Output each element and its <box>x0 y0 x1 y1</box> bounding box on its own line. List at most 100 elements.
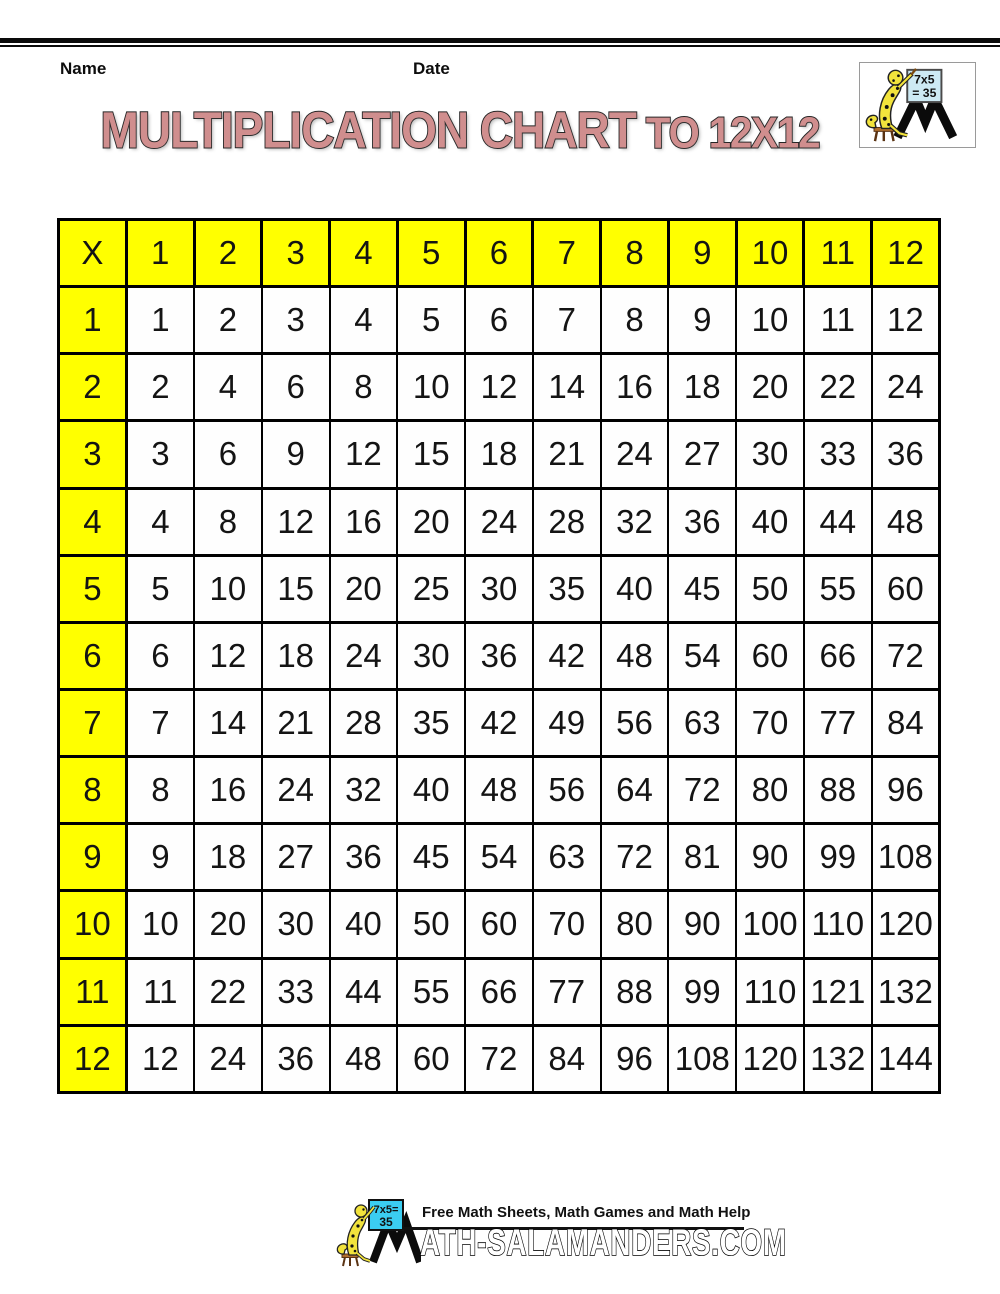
table-cell: 110 <box>802 889 873 960</box>
table-cell: 132 <box>802 1023 873 1095</box>
table-cell: 99 <box>667 956 738 1027</box>
table-row-header: 5 <box>57 553 128 624</box>
table-cell: 36 <box>328 822 399 893</box>
table-col-header: 12 <box>870 217 941 289</box>
table-cell: 6 <box>193 419 263 490</box>
top-divider <box>0 38 1000 47</box>
table-corner-cell: X <box>57 217 128 289</box>
table-cell: 5 <box>396 285 467 356</box>
table-cell: 40 <box>328 889 399 960</box>
page-title: MULTIPLICATION CHART TO 12X12 <box>0 100 920 159</box>
table-cell: 20 <box>396 486 467 557</box>
table-row-header: 12 <box>57 1023 128 1095</box>
salamander-logo-graphic: 7x5 = 35 <box>865 68 958 142</box>
table-cell: 36 <box>260 1023 331 1095</box>
table-cell: 121 <box>802 956 873 1027</box>
footer-tagline: Free Math Sheets, Math Games and Math He… <box>422 1204 751 1221</box>
table-cell: 55 <box>802 553 873 624</box>
table-cell: 40 <box>599 553 670 624</box>
table-row: 8 8 16 24 32 40 48 56 64 72 80 88 96 <box>57 755 941 826</box>
table-cell: 88 <box>802 755 873 826</box>
table-cell: 21 <box>531 419 602 490</box>
table-row-header: 2 <box>57 352 128 423</box>
table-cell: 56 <box>531 755 602 826</box>
table-cell: 24 <box>464 486 534 557</box>
table-cell: 60 <box>396 1023 467 1095</box>
table-cell: 72 <box>599 822 670 893</box>
table-cell: 25 <box>396 553 467 624</box>
table-cell: 33 <box>260 956 331 1027</box>
footer-divider <box>402 1227 744 1230</box>
table-cell: 3 <box>260 285 331 356</box>
table-cell: 48 <box>328 1023 399 1095</box>
table-cell: 22 <box>802 352 873 423</box>
table-cell: 36 <box>464 620 534 691</box>
table-cell: 88 <box>599 956 670 1027</box>
table-cell: 70 <box>531 889 602 960</box>
footer-salamander-logo: 7x5= 35 <box>336 1199 421 1267</box>
table-cell: 24 <box>260 755 331 826</box>
footer-site-name: ATH-SALAMANDERS.COM <box>419 1221 787 1264</box>
table-cell: 99 <box>802 822 873 893</box>
table-col-header: 8 <box>599 217 670 289</box>
table-row: 11 11 22 33 44 55 66 77 88 99 110 121 132 <box>57 956 941 1027</box>
table-cell: 54 <box>667 620 738 691</box>
multiplication-table: X 1 2 3 4 5 6 7 8 9 10 11 12 1 1 2 3 4 5 6 7 8 9 10 11 12 2 2 4 6 8 10 1… <box>57 217 941 1095</box>
table-cell: 9 <box>125 822 196 893</box>
table-cell: 24 <box>599 419 670 490</box>
table-cell: 28 <box>531 486 602 557</box>
date-label: Date <box>413 59 450 78</box>
table-cell: 18 <box>193 822 263 893</box>
table-cell: 16 <box>193 755 263 826</box>
table-cell: 15 <box>396 419 467 490</box>
table-row-header: 9 <box>57 822 128 893</box>
table-cell: 81 <box>667 822 738 893</box>
table-row-header: 3 <box>57 419 128 490</box>
table-cell: 49 <box>531 687 602 759</box>
table-cell: 80 <box>735 755 805 826</box>
table-cell: 66 <box>802 620 873 691</box>
table-row: 10 10 20 30 40 50 60 70 80 90 100 110 120 <box>57 889 941 960</box>
table-col-header: 5 <box>395 217 467 289</box>
table-cell: 30 <box>396 620 467 691</box>
table-cell: 54 <box>464 822 534 893</box>
table-cell: 27 <box>260 822 331 893</box>
table-cell: 64 <box>599 755 670 826</box>
math-salamanders-logo: 7x5 = 35 <box>859 62 976 148</box>
table-cell: 45 <box>667 553 738 624</box>
table-cell: 32 <box>599 486 670 557</box>
table-cell: 12 <box>260 486 331 557</box>
table-cell: 72 <box>464 1023 534 1095</box>
table-col-header: 10 <box>734 217 806 289</box>
table-cell: 21 <box>260 687 331 759</box>
table-cell: 30 <box>260 889 331 960</box>
table-col-header: 6 <box>463 217 535 289</box>
table-cell: 2 <box>125 352 196 423</box>
table-row-header: 7 <box>57 687 128 759</box>
table-cell: 132 <box>870 956 941 1027</box>
table-cell: 4 <box>328 285 399 356</box>
table-cell: 84 <box>531 1023 602 1095</box>
table-row: 12 12 24 36 48 60 72 84 96 108 120 132 144 <box>57 1023 941 1095</box>
table-cell: 11 <box>125 956 196 1027</box>
table-cell: 42 <box>464 687 534 759</box>
table-cell: 44 <box>802 486 873 557</box>
table-cell: 96 <box>870 755 941 826</box>
table-cell: 48 <box>464 755 534 826</box>
table-cell: 12 <box>870 285 941 356</box>
table-cell: 27 <box>667 419 738 490</box>
table-cell: 20 <box>328 553 399 624</box>
table-cell: 72 <box>667 755 738 826</box>
table-row-header: 10 <box>57 889 128 960</box>
table-cell: 14 <box>193 687 263 759</box>
table-cell: 108 <box>667 1023 738 1095</box>
logo-equation-bottom: = 35 <box>912 86 936 100</box>
table-cell: 84 <box>870 687 941 759</box>
table-cell: 72 <box>870 620 941 691</box>
table-cell: 33 <box>802 419 873 490</box>
table-cell: 77 <box>802 687 873 759</box>
table-cell: 60 <box>464 889 534 960</box>
table-row: 5 5 10 15 20 25 30 35 40 45 50 55 60 <box>57 553 941 624</box>
table-cell: 16 <box>328 486 399 557</box>
table-row-header: 11 <box>57 956 128 1027</box>
